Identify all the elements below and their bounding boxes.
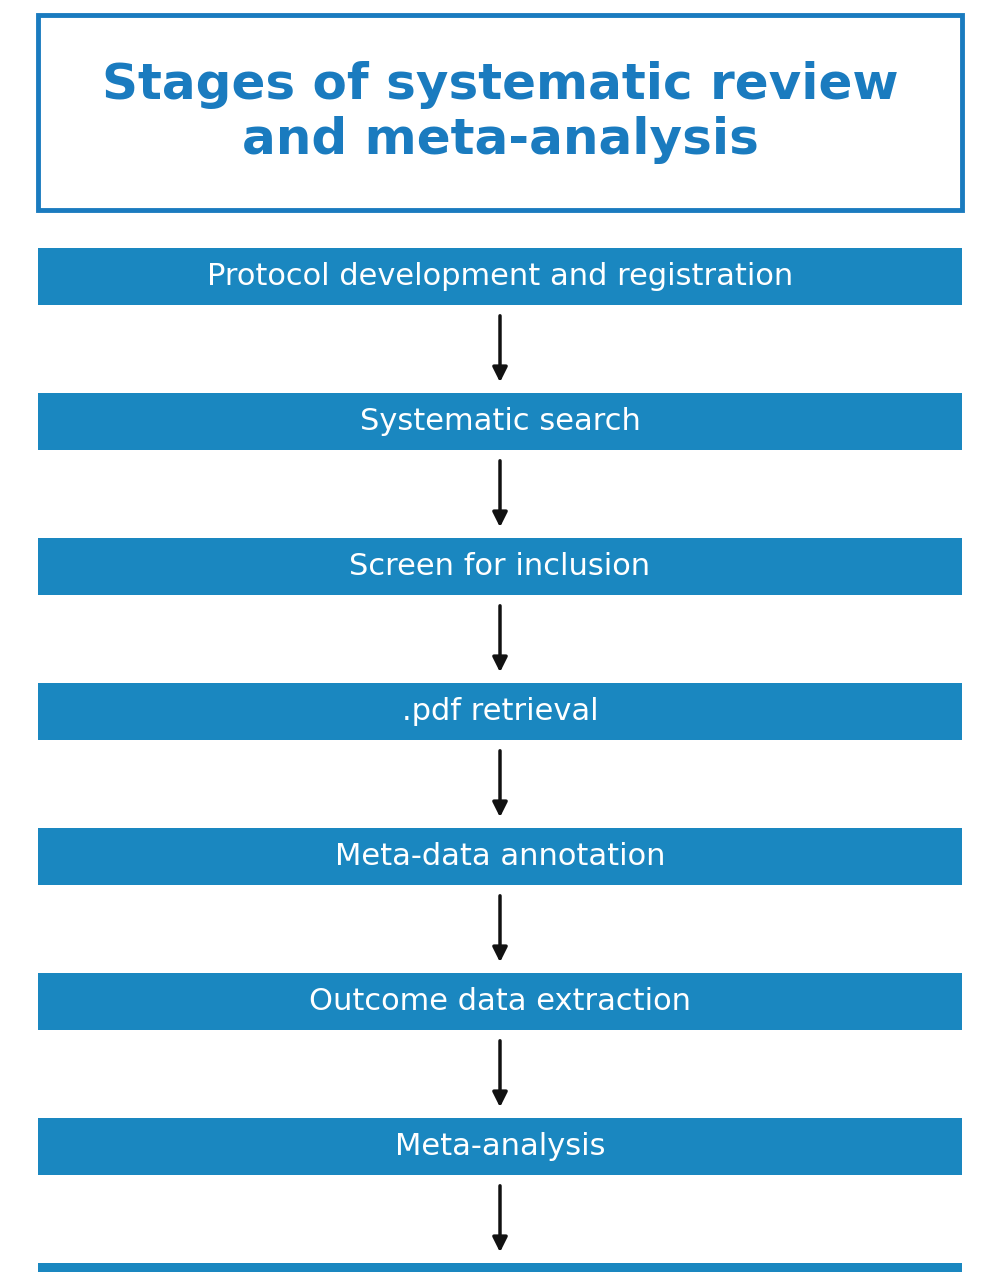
FancyBboxPatch shape (38, 1118, 962, 1175)
Text: Protocol development and registration: Protocol development and registration (207, 262, 793, 291)
FancyBboxPatch shape (38, 683, 962, 740)
FancyBboxPatch shape (38, 538, 962, 595)
FancyBboxPatch shape (38, 973, 962, 1030)
Text: Screen for inclusion: Screen for inclusion (349, 552, 651, 581)
FancyBboxPatch shape (38, 1263, 962, 1272)
FancyBboxPatch shape (38, 15, 962, 210)
FancyBboxPatch shape (38, 393, 962, 450)
Text: Stages of systematic review
and meta-analysis: Stages of systematic review and meta-ana… (102, 61, 898, 164)
Text: Outcome data extraction: Outcome data extraction (309, 987, 691, 1016)
Text: Systematic search: Systematic search (360, 407, 640, 436)
FancyBboxPatch shape (38, 828, 962, 885)
Text: .pdf retrieval: .pdf retrieval (402, 697, 598, 726)
Text: Meta-analysis: Meta-analysis (395, 1132, 605, 1161)
FancyBboxPatch shape (38, 248, 962, 305)
Text: Meta-data annotation: Meta-data annotation (335, 842, 665, 871)
